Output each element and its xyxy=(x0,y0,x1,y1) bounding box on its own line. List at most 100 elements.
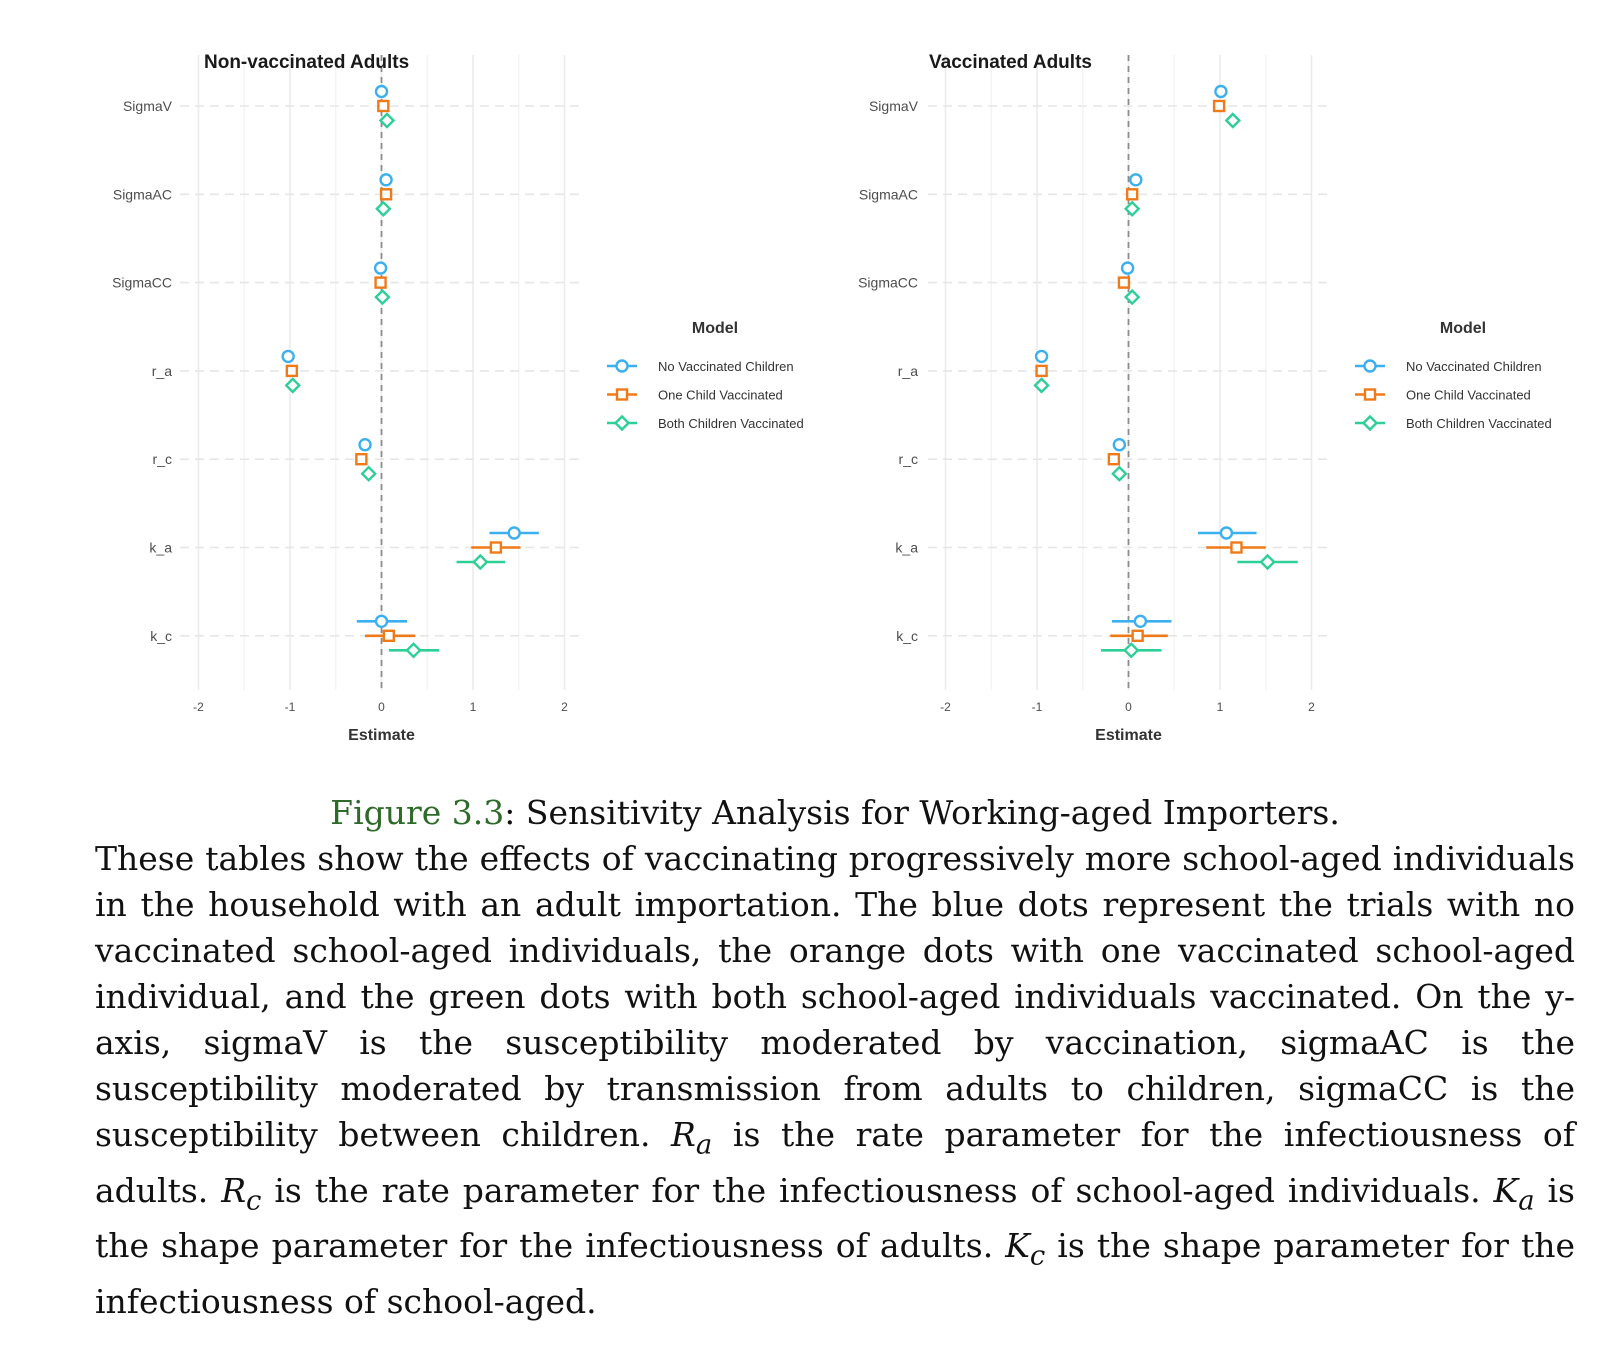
series-3 xyxy=(284,112,506,659)
data-point xyxy=(281,349,295,364)
x-tick-label: 0 xyxy=(378,700,385,714)
data-point xyxy=(1123,288,1141,306)
data-point xyxy=(1111,465,1128,482)
legend-label: No Vaccinated Children xyxy=(1406,359,1542,374)
data-point xyxy=(1230,541,1243,554)
data-point xyxy=(374,614,389,628)
data-point xyxy=(285,364,299,378)
legend-key-circle xyxy=(615,359,629,373)
figure: -2 -1 0 1 2 SigmaV SigmaAC SigmaCC r_a r_c k_a k_c N… xyxy=(112,52,1552,744)
y-category-label: SigmaV xyxy=(123,98,173,114)
figure-caption: Figure 3.3: Sensitivity Analysis for Wor… xyxy=(95,790,1575,1325)
data-point xyxy=(355,453,368,466)
legend-key-circle xyxy=(1363,359,1377,373)
data-point xyxy=(1033,377,1050,394)
y-category-label: k_a xyxy=(895,540,918,556)
legend-label: Both Children Vaccinated xyxy=(1406,416,1552,431)
data-point xyxy=(1107,453,1121,466)
legend-key-diamond xyxy=(1361,414,1379,432)
y-category-label: r_a xyxy=(898,363,918,379)
legend-key-diamond xyxy=(613,414,631,432)
caption-title: : Sensitivity Analysis for Working-aged … xyxy=(504,793,1340,832)
legend-label: Both Children Vaccinated xyxy=(658,416,804,431)
data-point xyxy=(1129,173,1143,187)
y-category-label: SigmaCC xyxy=(112,275,172,291)
y-category-label: r_c xyxy=(153,451,172,467)
legend: Model No Vaccinated Children One Child Vac… xyxy=(1355,320,1552,432)
legend-title: Model xyxy=(692,320,738,337)
x-tick-label: -1 xyxy=(1032,700,1043,714)
y-category-label: k_c xyxy=(896,628,918,644)
symbol-kc: Kc xyxy=(1005,1226,1046,1272)
x-tick-label: 1 xyxy=(1217,700,1224,714)
data-point xyxy=(1219,526,1234,540)
data-point xyxy=(379,173,393,187)
data-point xyxy=(1259,553,1276,571)
data-point xyxy=(378,112,396,129)
data-point xyxy=(1120,261,1135,275)
data-point xyxy=(374,288,391,306)
data-point xyxy=(1112,438,1127,452)
series-1 xyxy=(1034,84,1257,628)
legend-title: Model xyxy=(1440,320,1486,337)
data-point xyxy=(1034,349,1049,364)
data-point xyxy=(1123,642,1140,659)
x-tick-label: -1 xyxy=(285,700,296,714)
y-category-label: SigmaCC xyxy=(858,275,918,291)
symbol-ka: Ka xyxy=(1493,1170,1535,1217)
data-point xyxy=(1214,84,1228,99)
caption-body-text-5: is the shape parameter for the infectiou… xyxy=(95,1226,1575,1321)
data-point xyxy=(374,276,387,289)
x-axis-title: Estimate xyxy=(1095,727,1162,744)
y-category-label: k_c xyxy=(150,628,172,644)
data-point xyxy=(1131,629,1144,642)
x-tick-label: 2 xyxy=(1308,700,1315,714)
data-point xyxy=(375,200,392,217)
data-point xyxy=(284,377,301,394)
y-category-label: SigmaV xyxy=(869,98,919,114)
x-tick-label: -2 xyxy=(193,700,204,714)
data-point xyxy=(360,465,377,482)
series-2 xyxy=(285,99,521,642)
data-point xyxy=(1212,99,1226,113)
x-tick-label: -2 xyxy=(940,700,951,714)
chart-panel-1: -2 -1 0 1 2 SigmaV SigmaAC SigmaCC r_a r_c k_a k_c N… xyxy=(112,52,804,744)
legend-key-square xyxy=(615,388,629,401)
y-category-label: r_a xyxy=(152,363,172,379)
caption-body: These tables show the effects of vaccina… xyxy=(95,836,1575,1325)
data-point xyxy=(1123,200,1141,217)
y-category-label: SigmaAC xyxy=(859,186,918,202)
x-tick-label: 0 xyxy=(1125,700,1132,714)
data-point xyxy=(379,188,393,201)
data-point xyxy=(373,261,388,275)
chart-panel-2: -2 -1 0 1 2 SigmaV SigmaAC SigmaCC r_a r_c k_a k_c V… xyxy=(858,52,1552,744)
symbol-ra: Ra xyxy=(671,1115,713,1161)
caption-body-text-3: is the rate parameter for the infectious… xyxy=(261,1170,1494,1210)
data-point xyxy=(358,438,372,452)
data-point xyxy=(1133,614,1148,628)
x-tick-label: 1 xyxy=(470,700,477,714)
x-axis-title: Estimate xyxy=(348,727,415,744)
symbol-rc: Rc xyxy=(221,1170,262,1217)
data-point xyxy=(377,99,390,113)
data-point xyxy=(374,84,389,99)
data-point xyxy=(1117,276,1131,289)
data-point xyxy=(1035,364,1048,378)
series-3 xyxy=(1033,112,1298,659)
panel-title: Vaccinated Adults xyxy=(929,52,1092,73)
series-1 xyxy=(281,84,539,628)
legend-label: No Vaccinated Children xyxy=(658,359,794,374)
caption-body-text-2: is the rate parameter for the infectious… xyxy=(95,1115,1575,1210)
data-point xyxy=(1224,112,1242,129)
panel-title: Non-vaccinated Adults xyxy=(204,52,409,73)
legend-label: One Child Vaccinated xyxy=(1406,388,1531,403)
data-point xyxy=(507,526,521,540)
x-tick-label: 2 xyxy=(561,700,568,714)
data-point xyxy=(405,642,422,659)
y-category-label: SigmaAC xyxy=(113,186,172,202)
data-point xyxy=(1125,188,1139,201)
figure-label: Figure 3.3 xyxy=(330,793,505,832)
caption-body-text-4: is the shape parameter for the infectiou… xyxy=(95,1170,1575,1266)
data-point xyxy=(472,553,489,571)
data-point xyxy=(382,629,396,642)
